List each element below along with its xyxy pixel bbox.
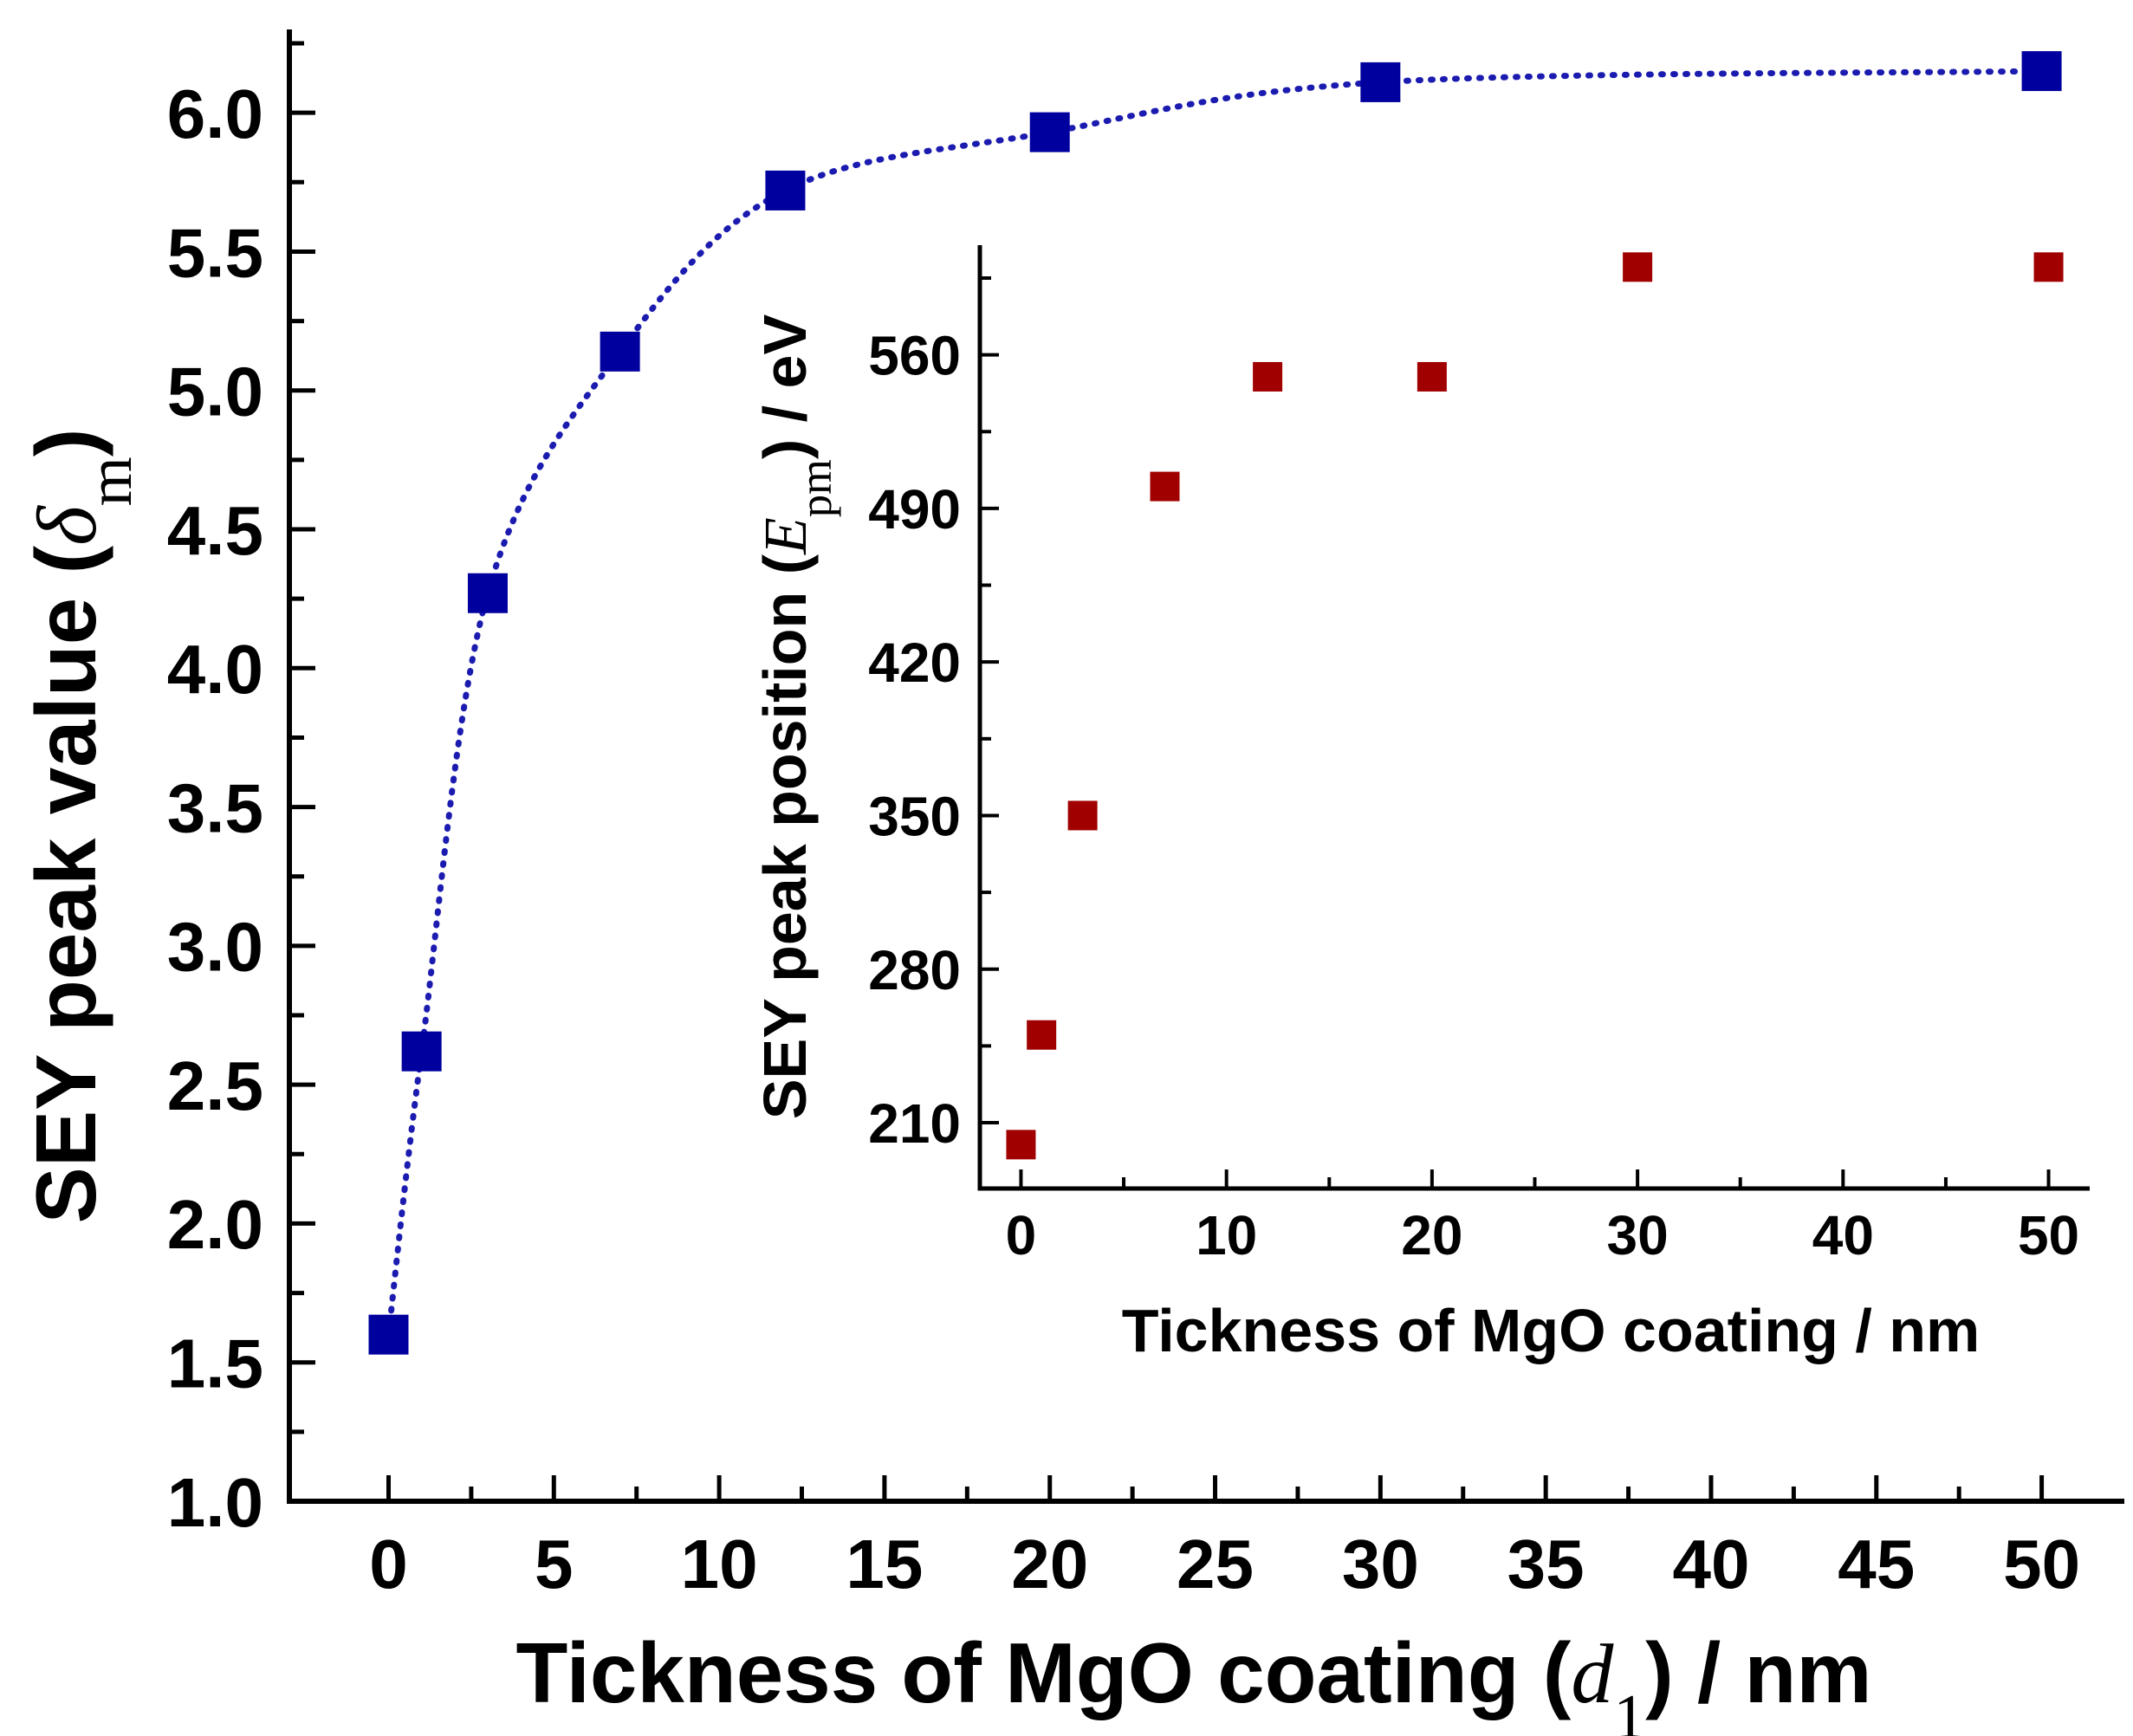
main-y-axis-title-variable: δ xyxy=(21,505,114,546)
main-y-tick-label: 3.0 xyxy=(167,909,263,986)
inset-data-point xyxy=(1150,471,1180,502)
main-x-axis-title-prefix: Tickness of MgO coating ( xyxy=(516,1625,1572,1720)
inset-x-tick-label: 0 xyxy=(1006,1204,1037,1266)
main-x-tick-label: 20 xyxy=(1011,1525,1088,1603)
main-y-axis-title-suffix: ) xyxy=(18,429,113,457)
inset-y-axis-title-subscript: pm xyxy=(791,459,841,517)
main-y-tick-label: 2.5 xyxy=(167,1047,263,1124)
main-y-tick-label: 1.0 xyxy=(167,1464,263,1541)
main-y-tick-label: 3.5 xyxy=(167,769,263,846)
main-y-axis-title: SEY peak value (δm) xyxy=(18,429,145,1224)
inset-data-point xyxy=(1417,361,1447,392)
inset-y-axis-title-variable: E xyxy=(753,517,820,555)
main-plot: 0 5 10 15 20 25 30 35 40 45 501.01.52.02.53.03.54.… xyxy=(18,29,2124,1736)
inset-y-tick-label: 280 xyxy=(868,939,961,1001)
main-y-tick-label: 5.5 xyxy=(167,214,263,291)
main-data-point xyxy=(401,1031,442,1072)
main-x-axis-title-subscript: 1 xyxy=(1613,1681,1645,1736)
inset-y-tick-label: 350 xyxy=(868,786,961,848)
inset-x-axis-title: Tickness of MgO coating / nm xyxy=(1122,1297,1981,1364)
main-y-tick-label: 2.0 xyxy=(167,1186,263,1263)
main-y-tick-label: 4.0 xyxy=(167,631,263,708)
main-x-tick-label: 25 xyxy=(1177,1525,1254,1603)
inset-x-axis-title-prefix: Tickness of MgO coating / nm xyxy=(1122,1297,1981,1364)
main-y-tick-label: 4.5 xyxy=(167,492,263,569)
inset-y-tick-label: 420 xyxy=(868,632,961,694)
main-x-tick-label: 10 xyxy=(681,1525,758,1603)
main-x-tick-label: 40 xyxy=(1672,1525,1749,1603)
main-data-point xyxy=(467,573,508,613)
inset-data-point xyxy=(1067,800,1098,831)
inset-y-tick-label: 490 xyxy=(868,478,961,541)
inset-data-point xyxy=(1623,252,1653,282)
inset-data-point xyxy=(1253,361,1283,392)
main-x-tick-label: 50 xyxy=(2003,1525,2080,1603)
main-data-point xyxy=(368,1314,409,1355)
main-x-tick-label: 45 xyxy=(1838,1525,1915,1603)
inset-x-tick-label: 30 xyxy=(1607,1204,1669,1266)
inset-y-axis-title: SEY peak position (Epm) / eV xyxy=(751,314,841,1120)
main-x-axis-title-suffix: ) / nm xyxy=(1645,1625,1871,1720)
inset-x-tick-label: 50 xyxy=(2018,1204,2079,1266)
main-y-axis-title-subscript: m xyxy=(75,457,145,506)
inset-x-tick-label: 20 xyxy=(1401,1204,1462,1266)
main-y-tick-label: 6.0 xyxy=(167,75,263,152)
main-x-axis-title: Tickness of MgO coating (d1) / nm xyxy=(516,1625,1872,1736)
main-data-point xyxy=(1029,112,1070,152)
main-x-tick-label: 30 xyxy=(1342,1525,1419,1603)
main-x-tick-label: 5 xyxy=(535,1525,574,1603)
main-y-tick-label: 5.0 xyxy=(167,353,263,431)
inset-x-tick-label: 10 xyxy=(1196,1204,1257,1266)
main-data-point xyxy=(2021,51,2062,92)
main-x-axis-title-variable: d xyxy=(1571,1628,1614,1721)
inset-y-tick-label: 560 xyxy=(868,325,961,387)
inset-y-tick-label: 210 xyxy=(868,1092,961,1155)
inset-plot: 0 10 20 30 40 50 210 280 350 420 490 560 Tickness of… xyxy=(751,245,2090,1364)
main-x-tick-label: 35 xyxy=(1507,1525,1585,1603)
main-x-tick-label: 15 xyxy=(846,1525,923,1603)
main-x-tick-label: 0 xyxy=(369,1525,408,1603)
main-data-point xyxy=(1360,62,1401,102)
inset-data-point xyxy=(1027,1020,1057,1050)
inset-data-point xyxy=(1006,1130,1036,1160)
main-fit-line xyxy=(385,68,2045,1338)
main-data-point xyxy=(600,331,640,372)
inset-y-axis-title-prefix: SEY peak position ( xyxy=(751,554,819,1119)
inset-data-point xyxy=(2033,252,2064,282)
main-y-tick-label: 1.5 xyxy=(167,1325,263,1402)
inset-x-tick-label: 40 xyxy=(1812,1204,1874,1266)
main-data-point xyxy=(765,170,806,211)
main-y-axis-title-prefix: SEY peak value ( xyxy=(18,546,113,1224)
inset-y-axis-title-suffix: ) / eV xyxy=(751,314,819,460)
